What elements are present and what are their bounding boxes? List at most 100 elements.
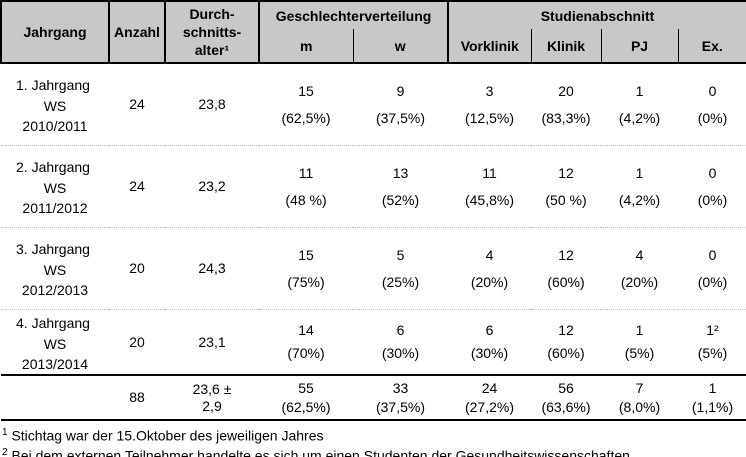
header-w: w [352, 29, 449, 64]
cell-ex: 0 (0%) [678, 63, 746, 145]
cell-klinik-total: 56 (63,6%) [531, 373, 601, 421]
percent: (62,5%) [281, 398, 331, 415]
count: 7 [635, 379, 644, 396]
cell-jahrgang-empty [1, 373, 109, 421]
cell-w-total: 33 (37,5%) [353, 373, 448, 421]
header-alter-line1: Durch- [189, 6, 235, 22]
header-vorklinik: Vorklinik [447, 29, 532, 64]
percent: (75%) [287, 273, 325, 290]
cell-anzahl: 20 [109, 308, 165, 375]
percent: (70%) [287, 345, 325, 361]
count: 14 [298, 322, 314, 338]
percent: (27,2%) [464, 398, 515, 415]
cohort-title: 3. Jahrgang [16, 240, 90, 257]
mean-value: 23,6 ± [192, 380, 232, 397]
percent: (8,0%) [618, 398, 661, 415]
count: 1 [635, 322, 644, 338]
percent: (30%) [381, 345, 420, 361]
header-row-sub: m w Vorklinik Klinik PJ Ex. [1, 29, 746, 64]
cell-pj: 4 (20%) [601, 226, 678, 309]
cell-alter: 23,2 [165, 144, 259, 227]
cell-jahrgang: 2. Jahrgang WS 2011/2012 [1, 144, 109, 227]
cell-klinik: 12 (50 %) [531, 144, 601, 227]
cell-pj: 1 (4,2%) [601, 63, 678, 145]
cohort-year: 2011/2012 [22, 199, 88, 216]
cell-vorklinik: 3 (12,5%) [448, 63, 531, 145]
count: 56 [558, 379, 574, 396]
count: 4 [635, 246, 644, 263]
percent: (60%) [547, 273, 585, 290]
percent: (20%) [620, 273, 659, 290]
cell-klinik: 12 (60%) [531, 308, 601, 375]
percent: (48 %) [285, 191, 327, 208]
cell-anzahl-total: 88 [109, 373, 165, 421]
count: 55 [298, 379, 314, 396]
cell-vorklinik: 6 (30%) [448, 308, 531, 375]
percent: (5%) [697, 345, 728, 361]
percent: (4,2%) [618, 109, 661, 126]
cell-ex: 0 (0%) [678, 144, 746, 227]
count: 0 [708, 164, 717, 181]
cell-pj: 1 (5%) [601, 308, 678, 375]
cohort-semester: WS [43, 98, 67, 114]
count: 1 [708, 379, 717, 396]
percent: (20%) [470, 273, 509, 290]
count: 5 [396, 246, 405, 263]
count: 1 [635, 82, 644, 99]
percent: (12,5%) [464, 109, 515, 126]
cell-jahrgang: 1. Jahrgang WS 2010/2011 [1, 63, 109, 145]
cell-m-total: 55 (62,5%) [259, 373, 353, 421]
footnote-text: Stichtag war der 15.Oktober des jeweilig… [7, 427, 324, 444]
table-row: 3. Jahrgang WS 2012/2013 20 24,3 15 (75%… [1, 226, 746, 309]
percent: (30%) [470, 345, 509, 361]
cell-ex-total: 1 (1,1%) [678, 373, 746, 421]
count: 12 [558, 246, 574, 263]
cohort-title: 1. Jahrgang [16, 77, 90, 93]
count: 1² [706, 322, 719, 338]
count: 0 [708, 82, 717, 99]
sd-value: 2,9 [202, 397, 222, 414]
total-row: 88 23,6 ± 2,9 55 (62,5%) 33 (37,5%) 24 (… [1, 373, 746, 421]
cell-anzahl: 24 [129, 96, 145, 113]
table-row: 4. Jahrgang WS 2013/2014 20 23,1 14 (70%… [1, 308, 746, 375]
percent: (60%) [547, 345, 585, 361]
count: 6 [396, 322, 405, 338]
percent: (50 %) [545, 191, 587, 208]
count: 20 [558, 82, 574, 99]
cohort-year: 2012/2013 [21, 281, 89, 298]
cell-w: 6 (30%) [353, 308, 448, 375]
percent: (25%) [381, 273, 420, 290]
count: 24 [481, 379, 498, 396]
count: 15 [298, 82, 314, 99]
cell-pj: 1 (4,2%) [601, 144, 678, 227]
cell-anzahl: 24 [109, 144, 165, 227]
cell-m: 15 (75%) [259, 226, 353, 309]
cell-anzahl: 20 [109, 226, 165, 309]
cell-alter: 24,3 [165, 226, 259, 309]
cell-w: 13 (52%) [353, 144, 448, 227]
cell-alter: 23,8 [198, 96, 226, 113]
percent: (1,1%) [691, 398, 734, 415]
header-m: m [258, 29, 354, 64]
cohort-year: 2010/2011 [22, 118, 88, 134]
header-klinik: Klinik [530, 29, 602, 64]
percent: (37,5%) [375, 398, 426, 415]
cell-w: 5 (25%) [353, 226, 448, 309]
cell-pj-total: 7 (8,0%) [601, 373, 678, 421]
header-row-groups: Jahrgang Anzahl Durch- schnitts- alter¹ … [0, 0, 746, 64]
percent: (0%) [697, 191, 728, 208]
cell-w: 9 (37,5%) [353, 63, 448, 145]
header-durchschnittsalter: Durch- schnitts- alter¹ [164, 0, 260, 64]
count: 13 [392, 164, 409, 181]
percent: (45,8%) [464, 191, 515, 208]
table-row: 2. Jahrgang WS 2011/2012 24 23,2 11 (48 … [1, 144, 746, 227]
count: 15 [298, 246, 314, 263]
percent: (4,2%) [618, 191, 661, 208]
percent: (37,5%) [375, 109, 426, 126]
cohort-semester: WS [43, 335, 67, 352]
count: 33 [392, 379, 409, 396]
count: 9 [396, 82, 405, 99]
header-anzahl: Anzahl [108, 0, 166, 64]
cohort-semester: WS [43, 261, 67, 278]
